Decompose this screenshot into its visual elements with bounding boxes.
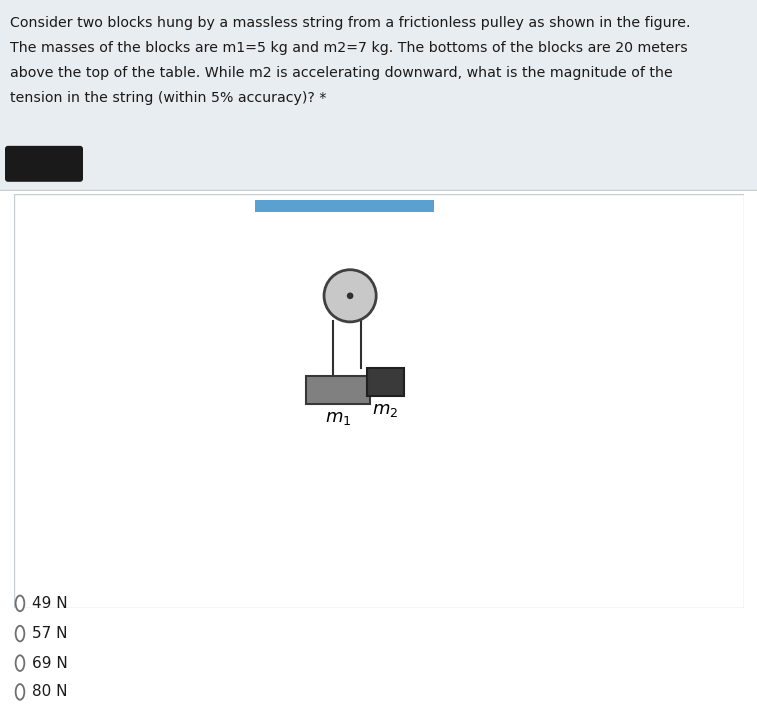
Circle shape	[324, 270, 376, 322]
Text: The masses of the blocks are m1=5 kg and m2=7 kg. The bottoms of the blocks are : The masses of the blocks are m1=5 kg and…	[10, 41, 688, 55]
Text: above the top of the table. While m2 is accelerating downward, what is the magni: above the top of the table. While m2 is …	[10, 66, 673, 80]
FancyBboxPatch shape	[5, 146, 83, 182]
Circle shape	[16, 595, 24, 611]
Text: 80 N: 80 N	[33, 685, 67, 699]
Text: m$_1$: m$_1$	[325, 409, 351, 427]
Bar	[367, 368, 404, 396]
Text: 57 N: 57 N	[33, 626, 67, 641]
Text: 49 N: 49 N	[33, 596, 68, 611]
Circle shape	[16, 655, 24, 671]
Bar	[254, 200, 434, 212]
Circle shape	[347, 293, 353, 298]
Text: Consider two blocks hung by a massless string from a frictionless pulley as show: Consider two blocks hung by a massless s…	[10, 16, 690, 30]
Circle shape	[16, 684, 24, 700]
Text: m$_2$: m$_2$	[372, 401, 399, 419]
Text: tension in the string (within 5% accuracy)? *: tension in the string (within 5% accurac…	[10, 91, 326, 105]
Circle shape	[16, 626, 24, 642]
Bar	[306, 376, 370, 404]
Text: 69 N: 69 N	[33, 656, 68, 670]
